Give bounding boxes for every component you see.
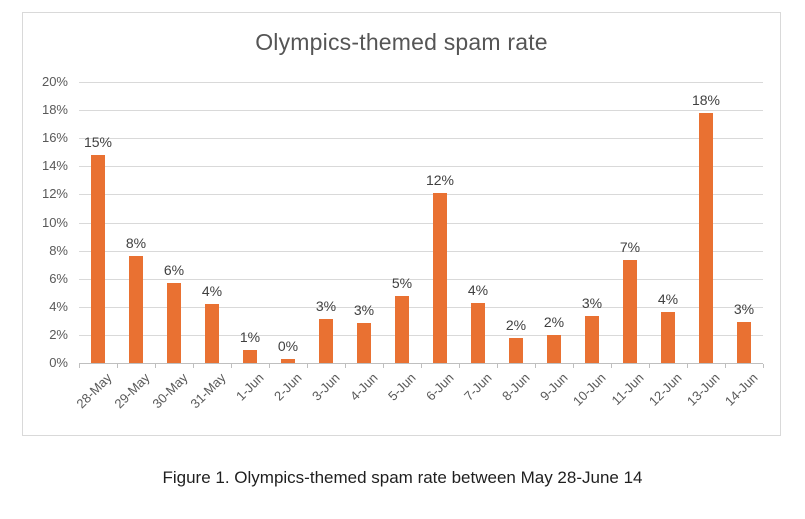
bar <box>661 311 675 363</box>
bar-data-label: 3% <box>733 300 755 317</box>
bar-data-label: 3% <box>315 298 337 315</box>
bar <box>585 315 599 363</box>
y-axis-tick-label: 8% <box>49 242 68 258</box>
x-axis-tick <box>573 364 574 368</box>
bar <box>471 302 485 363</box>
bar-data-label: 5% <box>391 274 413 291</box>
y-axis-tick-label: 20% <box>41 74 68 89</box>
y-axis-tick-label: 6% <box>49 270 68 286</box>
plot-area: 0% 2% 4% 6% 8% 10% 12% 14% 16% 18% 20% 15% 28-May 8% 2… <box>23 13 780 435</box>
gridline <box>79 306 763 308</box>
x-axis-tick <box>193 364 194 368</box>
y-axis-tick-label: 14% <box>41 158 68 174</box>
bar-data-label: 4% <box>201 282 223 299</box>
gridline <box>79 166 763 168</box>
y-axis-tick-label: 0% <box>49 355 68 370</box>
x-axis-tick <box>307 364 308 368</box>
bar <box>205 303 219 363</box>
bar-data-label: 3% <box>581 294 603 311</box>
bar <box>623 259 637 363</box>
bar-data-label: 6% <box>163 261 185 278</box>
bar-data-label: 12% <box>425 171 455 188</box>
bar-data-label: 4% <box>657 290 679 307</box>
y-axis-tick-label: 4% <box>49 298 68 314</box>
x-axis-tick <box>117 364 118 368</box>
x-axis-tick <box>345 364 346 368</box>
x-axis-tick <box>459 364 460 368</box>
bar-data-label: 15% <box>83 134 113 151</box>
y-axis-tick-label: 16% <box>41 130 68 146</box>
bar <box>281 359 295 363</box>
bar <box>737 321 751 363</box>
x-axis-tick <box>269 364 270 368</box>
gridline <box>79 138 763 140</box>
x-axis-tick <box>421 364 422 368</box>
bar <box>357 322 371 363</box>
x-axis-tick <box>535 364 536 368</box>
gridline <box>79 278 763 280</box>
bar-data-label: 4% <box>467 281 489 298</box>
x-axis-tick <box>155 364 156 368</box>
gridline <box>79 334 763 336</box>
bar-data-label: 2% <box>543 313 565 330</box>
x-axis-tick <box>497 364 498 368</box>
bar <box>395 295 409 363</box>
y-axis-tick-label: 18% <box>41 102 68 118</box>
bar-data-label: 1% <box>239 329 261 346</box>
x-axis-tick <box>649 364 650 368</box>
chart-title: Olympics-themed spam rate <box>255 29 548 55</box>
bar-data-label: 18% <box>691 91 721 108</box>
x-axis-line <box>79 363 763 364</box>
y-axis-tick-label: 2% <box>49 326 68 342</box>
x-axis-tick <box>687 364 688 368</box>
bar <box>509 337 523 363</box>
x-axis-tick <box>79 364 80 368</box>
bar <box>433 192 447 363</box>
gridline <box>79 194 763 196</box>
bar-data-label: 8% <box>125 235 147 252</box>
gridline <box>79 110 763 112</box>
gridline <box>79 222 763 224</box>
x-axis-tick <box>231 364 232 368</box>
x-axis-tick <box>383 364 384 368</box>
bar-data-label: 0% <box>277 338 299 355</box>
bar <box>167 282 181 363</box>
bar <box>699 112 713 363</box>
bar-data-label: 3% <box>353 301 375 318</box>
gridline <box>79 82 763 83</box>
x-axis-tick <box>611 364 612 368</box>
bar <box>319 319 333 363</box>
bar <box>243 350 257 363</box>
gridline <box>79 250 763 252</box>
x-axis-tick <box>763 364 764 368</box>
bar <box>547 334 561 363</box>
bar <box>91 155 105 363</box>
y-axis-tick-label: 12% <box>41 186 68 202</box>
bar-data-label: 7% <box>619 238 641 255</box>
bar-data-label: 2% <box>505 316 527 333</box>
y-axis-tick-label: 10% <box>41 214 68 230</box>
bar-chart: Olympics-themed spam rate 0% 2% 4% 6% 8% 10% 1… <box>22 12 781 436</box>
bar <box>129 256 143 363</box>
figure-caption: Figure 1. Olympics-themed spam rate betw… <box>162 468 643 487</box>
x-axis-tick <box>725 364 726 368</box>
